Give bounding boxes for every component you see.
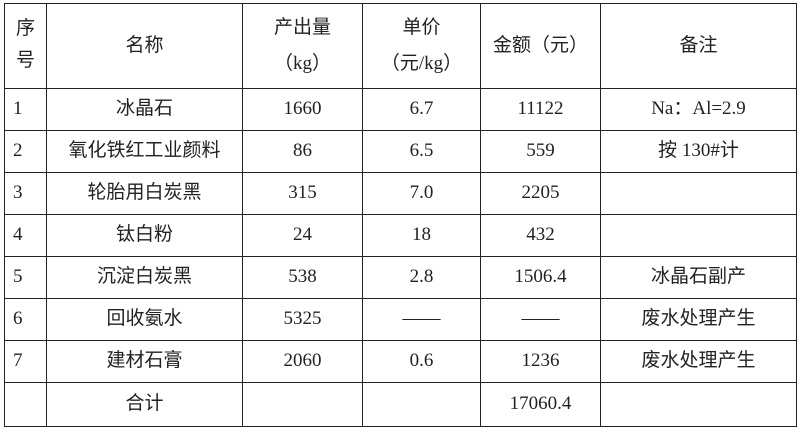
header-name: 名称 — [46, 3, 243, 89]
cell-unit-price: 2.8 — [362, 256, 481, 299]
cell-remark: Na：Al=2.9 — [600, 88, 797, 131]
cell-remark: 废水处理产生 — [600, 340, 797, 383]
cell-name: 轮胎用白炭黑 — [46, 172, 243, 215]
cell-output: 538 — [242, 256, 363, 299]
header-remark: 备注 — [600, 3, 797, 89]
header-unit-price: 单价（元/kg） — [362, 3, 481, 89]
empty-cell — [362, 382, 481, 427]
product-table: 序号 名称 产出量（kg） 单价（元/kg） 金额（元） 备注 1 冰晶石 1660… — [4, 3, 797, 427]
cell-name: 钛白粉 — [46, 214, 243, 257]
cell-output: 315 — [242, 172, 363, 215]
cell-remark: 废水处理产生 — [600, 298, 797, 341]
cell-name: 氧化铁红工业颜料 — [46, 130, 243, 173]
cell-unit-price: 6.7 — [362, 88, 481, 131]
cell-index: 2 — [4, 130, 47, 173]
cell-amount: 1506.4 — [480, 256, 601, 299]
cell-output: 5325 — [242, 298, 363, 341]
cell-amount: —— — [480, 298, 601, 341]
empty-cell — [600, 382, 797, 427]
cell-name: 回收氨水 — [46, 298, 243, 341]
table-row: 7 建材石膏 2060 0.6 1236 废水处理产生 — [4, 340, 797, 383]
table-row: 5 沉淀白炭黑 538 2.8 1506.4 冰晶石副产 — [4, 256, 797, 299]
table-row: 3 轮胎用白炭黑 315 7.0 2205 — [4, 172, 797, 215]
cell-remark — [600, 214, 797, 257]
total-row: 合计 17060.4 — [4, 382, 797, 427]
table-row: 6 回收氨水 5325 —— —— 废水处理产生 — [4, 298, 797, 341]
cell-remark: 按 130#计 — [600, 130, 797, 173]
empty-cell — [4, 382, 47, 427]
table-row: 4 钛白粉 24 18 432 — [4, 214, 797, 257]
table-row: 2 氧化铁红工业颜料 86 6.5 559 按 130#计 — [4, 130, 797, 173]
cell-index: 6 — [4, 298, 47, 341]
header-amount: 金额（元） — [480, 3, 601, 89]
cell-output: 24 — [242, 214, 363, 257]
cell-remark — [600, 172, 797, 215]
header-output: 产出量（kg） — [242, 3, 363, 89]
cell-index: 4 — [4, 214, 47, 257]
cell-index: 3 — [4, 172, 47, 215]
empty-cell — [242, 382, 363, 427]
cell-output: 2060 — [242, 340, 363, 383]
total-label: 合计 — [46, 382, 243, 427]
header-index: 序号 — [4, 3, 47, 89]
cell-amount: 1236 — [480, 340, 601, 383]
table-row: 1 冰晶石 1660 6.7 11122 Na：Al=2.9 — [4, 88, 797, 131]
cell-index: 7 — [4, 340, 47, 383]
cell-amount: 11122 — [480, 88, 601, 131]
cell-unit-price: 0.6 — [362, 340, 481, 383]
cell-unit-price: —— — [362, 298, 481, 341]
cell-amount: 559 — [480, 130, 601, 173]
cell-amount: 2205 — [480, 172, 601, 215]
cell-amount: 432 — [480, 214, 601, 257]
cell-index: 5 — [4, 256, 47, 299]
cell-unit-price: 6.5 — [362, 130, 481, 173]
cell-unit-price: 7.0 — [362, 172, 481, 215]
total-amount: 17060.4 — [480, 382, 601, 427]
header-row: 序号 名称 产出量（kg） 单价（元/kg） 金额（元） 备注 — [4, 3, 797, 89]
cell-name: 建材石膏 — [46, 340, 243, 383]
cell-output: 86 — [242, 130, 363, 173]
cell-name: 冰晶石 — [46, 88, 243, 131]
cell-name: 沉淀白炭黑 — [46, 256, 243, 299]
cell-remark: 冰晶石副产 — [600, 256, 797, 299]
cell-index: 1 — [4, 88, 47, 131]
cell-output: 1660 — [242, 88, 363, 131]
cell-unit-price: 18 — [362, 214, 481, 257]
